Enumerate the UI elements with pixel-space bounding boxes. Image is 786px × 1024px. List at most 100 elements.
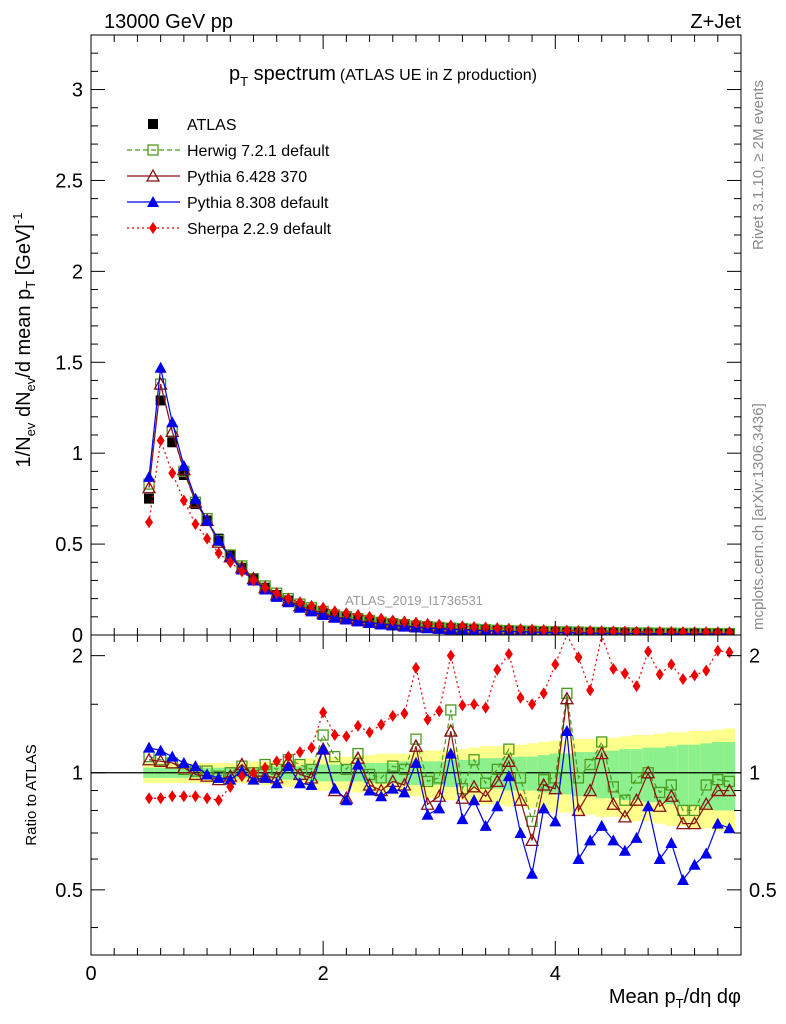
main-data-point (446, 619, 455, 632)
mcplots-label: mcplots.cern.ch [arXiv:1306.3436] (750, 403, 767, 630)
ratio-data-point (386, 782, 399, 794)
ratio-ytick-label-right: 0.5 (749, 880, 777, 902)
ratio-band-inner (479, 758, 492, 789)
main-data-point (319, 601, 328, 614)
ratio-data-point (493, 663, 502, 676)
ratio-data-point (595, 819, 608, 831)
ratio-data-point (572, 772, 585, 784)
legend-label: Sherpa 2.2.9 default (187, 221, 332, 238)
ratio-data-point (470, 698, 479, 711)
ratio-data-point (328, 782, 341, 794)
main-data-point (435, 618, 444, 631)
legend-label: ATLAS (187, 117, 237, 134)
ratio-data-point (594, 746, 609, 760)
ratio-data-point (711, 817, 724, 829)
main-data-point (190, 499, 201, 510)
ratio-data-point (702, 664, 711, 677)
header-left: 13000 GeV pp (104, 11, 233, 33)
ratio-data-point (559, 691, 574, 705)
ratio-data-point (549, 815, 562, 827)
ratio-data-point (330, 729, 339, 742)
ratio-data-point (154, 744, 167, 756)
ratio-data-point (620, 667, 629, 680)
ratio-data-point (501, 753, 516, 767)
ratio-ytick-label: 1 (72, 763, 83, 785)
x-axis-label: Mean pT/dη dφ (609, 986, 741, 1011)
main-series-group (141, 361, 737, 640)
legend-item: Pythia 6.428 370 (127, 168, 307, 186)
ratio-data-point (630, 831, 643, 843)
main-data-point (249, 574, 258, 587)
ratio-data-point (398, 786, 411, 798)
ratio-data-point (340, 763, 353, 776)
main-data-point (365, 610, 374, 623)
main-data-point (470, 621, 479, 633)
ratio-data-point (272, 755, 281, 768)
main-data-point (330, 605, 339, 618)
ratio-data-point (189, 760, 202, 772)
ratio-data-point (667, 658, 676, 671)
ratio-data-point (524, 833, 540, 847)
ratio-data-point (466, 779, 482, 793)
ratio-data-point (561, 687, 573, 699)
ratio-band-inner (665, 746, 678, 805)
ratio-data-point (676, 874, 689, 886)
ratio-data-point (618, 844, 631, 856)
main-data-point (423, 617, 432, 630)
ratio-band-inner (688, 744, 701, 807)
ratio-data-point (365, 726, 374, 739)
ratio-data-point (586, 684, 595, 697)
ratio-data-point (259, 771, 272, 783)
ratio-data-point (261, 761, 270, 774)
ratio-data-point (153, 753, 168, 767)
main-data-point (191, 518, 200, 531)
ratio-data-point (435, 705, 444, 718)
ratio-data-point (690, 669, 699, 682)
chart-title: pT spectrum (ATLAS UE in Z production) (229, 63, 537, 89)
main-data-point (167, 437, 178, 448)
ratio-band-inner (572, 752, 585, 797)
main-data-point (201, 514, 214, 526)
ratio-data-point (412, 661, 420, 674)
main-ytick-label: 3 (72, 80, 83, 102)
ratio-data-point (504, 647, 513, 660)
ratio-band-inner (584, 752, 596, 797)
ratio-band-inner (526, 756, 538, 791)
ratio-data-point (377, 718, 386, 731)
ratio-data-point (629, 792, 644, 806)
legend-item: Sherpa 2.2.9 default (127, 221, 332, 238)
ratio-data-point (284, 750, 293, 763)
main-data-point (189, 492, 202, 504)
ratio-data-point (141, 752, 157, 766)
legend-marker (147, 196, 159, 207)
ratio-data-point (502, 770, 515, 782)
ratio-data-point (687, 816, 702, 830)
ratio-data-point (536, 777, 551, 791)
main-data-point (516, 623, 525, 636)
main-data-point (377, 612, 386, 625)
ratio-data-point (363, 784, 376, 796)
main-data-point (261, 581, 270, 594)
ratio-data-point (226, 780, 235, 793)
main-data-point (155, 395, 166, 406)
ratio-data-point (479, 819, 492, 831)
ratio-ytick-label-right: 1 (749, 763, 760, 785)
ratio-data-point (410, 733, 422, 745)
ratio-data-point (433, 802, 446, 814)
ratio-data-point (607, 834, 620, 846)
main-data-point (237, 565, 246, 578)
main-data-point (353, 609, 362, 621)
ratio-data-point (156, 792, 165, 805)
ratio-data-point (665, 836, 678, 848)
ratio-band-inner (653, 747, 666, 803)
main-data-point (388, 614, 397, 627)
ratio-data-point (270, 777, 283, 789)
ratio-data-point (571, 803, 586, 817)
ratio-data-point (168, 790, 177, 803)
ratio-band-inner (561, 753, 573, 795)
ratio-data-point (632, 680, 641, 693)
ratio-data-point (307, 741, 316, 754)
ratio-data-point (145, 792, 154, 805)
main-data-point (342, 607, 351, 620)
